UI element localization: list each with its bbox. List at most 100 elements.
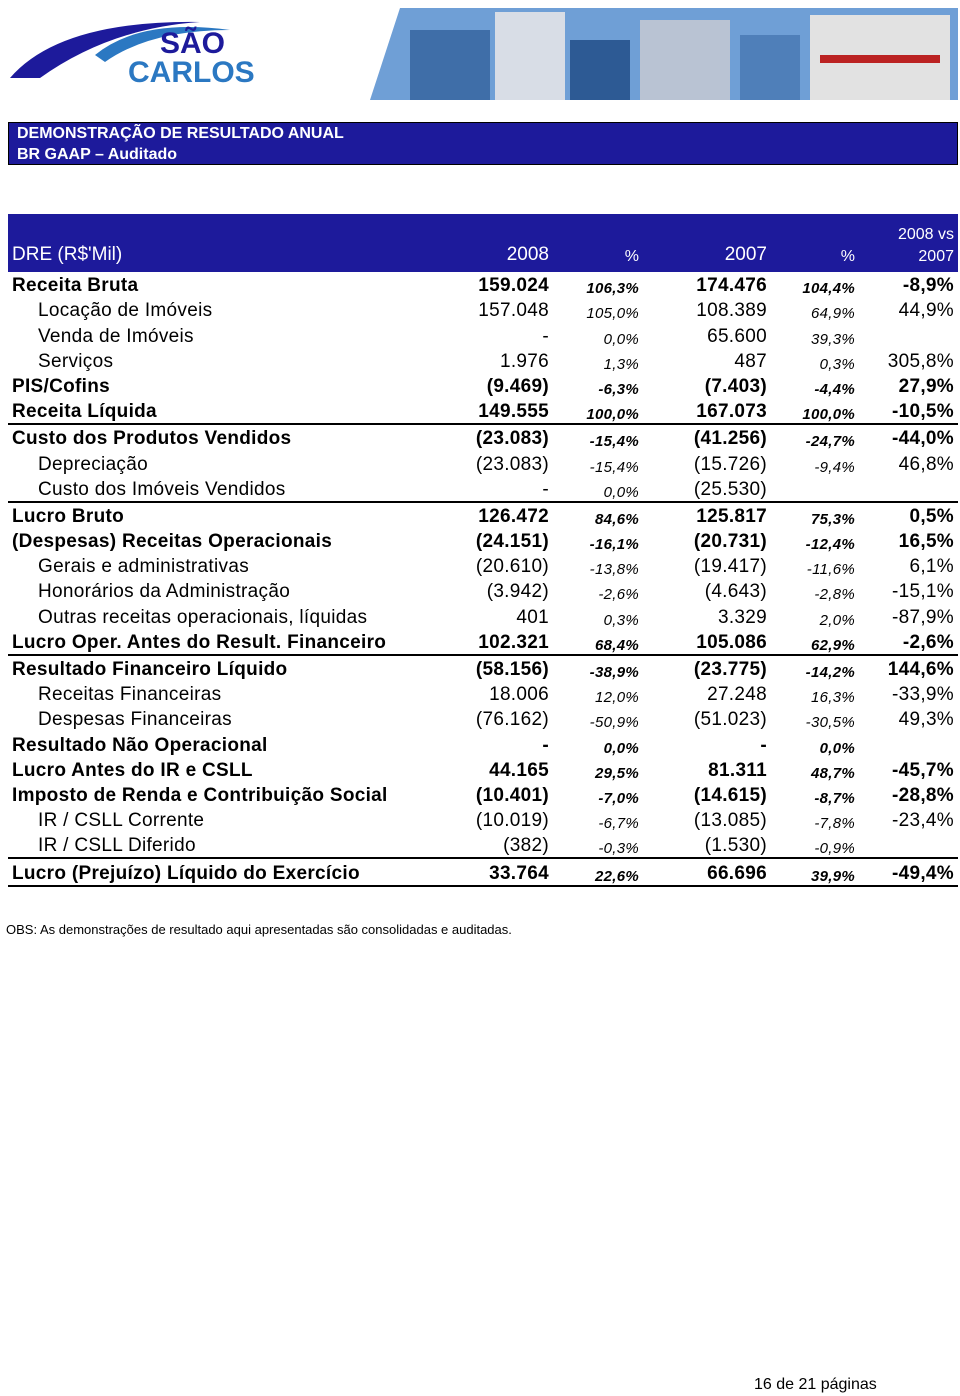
cell: -7,0% <box>598 789 639 807</box>
cell: -4,4% <box>814 380 855 398</box>
table-row: Custo dos Produtos Vendidos (23.083) -15,4… <box>8 424 958 450</box>
dre-table: DRE (R$'Mil) 2008% 2007% 2008 vs 2007 Recei… <box>8 214 958 887</box>
row-label: Lucro (Prejuízo) Líquido do Exercício <box>8 858 468 887</box>
cell: (58.156) <box>475 659 549 680</box>
cell: 487 <box>734 350 767 372</box>
row-label: Lucro Antes do IR e CSLL <box>12 759 253 781</box>
cell: (13.085) <box>693 810 767 832</box>
cell: -15,4% <box>589 458 639 476</box>
header-cell: % <box>771 214 859 272</box>
table-row: Lucro Oper. Antes do Result. Financeiro 1… <box>8 628 958 656</box>
cell: (14.615) <box>693 784 767 806</box>
cell: (20.731) <box>693 531 767 553</box>
row-label: Locação de Imóveis <box>38 300 213 322</box>
cell: -28,8% <box>891 784 954 806</box>
cell <box>859 832 958 860</box>
logo-text: SÃO <box>160 26 225 60</box>
row-label: Gerais e administrativas <box>38 556 249 578</box>
table-row: Despesas Financeiras (76.162) -50,9% (51.02… <box>8 706 958 731</box>
table-row: PIS/Cofins (9.469) -6,3% (7.403) -4,4% 27,9% <box>8 373 958 398</box>
note: OBS: As demonstrações de resultado aqui … <box>6 922 512 937</box>
cell: -6,3% <box>598 380 639 398</box>
cell: 12,0% <box>594 689 639 707</box>
table-row: Outras receitas operacionais, líquidas 40… <box>8 603 958 629</box>
cell: 106,3% <box>586 280 639 298</box>
cell: -38,9% <box>589 664 639 681</box>
cell: (9.469) <box>486 375 549 397</box>
cell: 105,0% <box>586 305 639 323</box>
table-row: Resultado Não Operacional - 0,0% - 0,0% <box>8 731 958 757</box>
row-label: Venda de Imóveis <box>38 325 194 347</box>
cell: 33.764 <box>468 858 553 887</box>
cell: (19.417) <box>693 556 767 578</box>
table-row: Depreciação (23.083) -15,4% (15.726) -9,4% 46… <box>8 450 958 476</box>
row-label: Depreciação <box>38 453 148 475</box>
cell: -12,4% <box>805 536 855 554</box>
table-body: Receita Bruta 159.024 106,3% 174.476 104,4% -… <box>8 272 958 887</box>
cell: 84,6% <box>594 510 639 528</box>
cell: 68,4% <box>553 628 643 656</box>
banner: DEMONSTRAÇÃO DE RESULTADO ANUAL BR GAAP … <box>8 122 958 165</box>
page-number: 16 de 21 páginas <box>754 1376 877 1393</box>
table-row: Receita Bruta 159.024 106,3% 174.476 104,4% -… <box>8 272 958 297</box>
cell: 39,9% <box>771 858 859 887</box>
row-label: Imposto de Renda e Contribuição Social <box>12 784 388 806</box>
cell: 44,9% <box>898 300 954 322</box>
cell: (15.726) <box>693 453 767 475</box>
row-label: Despesas Financeiras <box>38 709 232 731</box>
row-label: IR / CSLL Diferido <box>8 832 468 860</box>
row-label: Resultado Financeiro Líquido <box>12 659 288 680</box>
row-label: Resultado Não Operacional <box>12 734 268 756</box>
cell: 6,1% <box>909 556 954 578</box>
table-row: IR / CSLL Diferido (382) -0,3% (1.530) -0,9% <box>8 832 958 860</box>
row-label: PIS/Cofins <box>12 375 111 397</box>
cell: -33,9% <box>891 684 954 706</box>
cell: (4.643) <box>704 581 767 603</box>
header-cell: 2007 <box>643 214 771 272</box>
cell: -7,8% <box>814 815 855 833</box>
cell: -16,1% <box>589 536 639 554</box>
cell: 27.248 <box>707 684 767 706</box>
cell: -50,9% <box>589 714 639 732</box>
logo-swoosh <box>95 27 230 62</box>
cell: -23,4% <box>891 810 954 832</box>
cell: 29,5% <box>594 764 639 782</box>
cell: -15,4% <box>589 433 639 451</box>
row-label: Honorários da Administração <box>38 581 291 603</box>
cell: (3.942) <box>486 581 549 603</box>
cell: 75,3% <box>810 510 855 528</box>
table-row: Lucro Bruto 126.472 84,6% 125.817 75,3% 0,5% <box>8 502 958 528</box>
cell: 305,8% <box>887 350 954 372</box>
cell: 2,0% <box>819 611 855 629</box>
cell: (24.151) <box>475 531 549 553</box>
table-row: Receita Líquida 149.555 100,0% 167.073 100,0… <box>8 397 958 426</box>
table-row: Honorários da Administração (3.942) -2,6% (… <box>8 578 958 603</box>
header-cell: 2008 vs 2007 <box>859 214 958 272</box>
cell: -30,5% <box>805 714 855 732</box>
cell: 100,0% <box>553 397 643 426</box>
cell: 46,8% <box>898 453 954 475</box>
cell: -0,9% <box>771 832 859 860</box>
cell <box>771 475 859 503</box>
cell: (20.610) <box>475 556 549 578</box>
cell: -44,0% <box>891 428 954 450</box>
cell: (23.083) <box>475 428 549 450</box>
cell: 48,7% <box>810 764 855 782</box>
logo-text: CARLOS <box>128 56 255 89</box>
cell: (7.403) <box>704 375 767 397</box>
cell: 49,3% <box>898 709 954 731</box>
cell: - <box>542 734 549 756</box>
table-row: Lucro Antes do IR e CSLL 44.165 29,5% 81.31… <box>8 757 958 782</box>
cell: -2,8% <box>814 586 855 604</box>
row-label: Receita Líquida <box>8 397 468 426</box>
cell: 167.073 <box>643 397 771 426</box>
cell: 144,6% <box>887 659 954 680</box>
logo-swoosh <box>10 21 200 78</box>
cell: 65.600 <box>707 325 767 347</box>
row-label: Custo dos Imóveis Vendidos <box>8 475 468 503</box>
table-row: IR / CSLL Corrente (10.019) -6,7% (13.085) -… <box>8 807 958 832</box>
row-label: Lucro Oper. Antes do Result. Financeiro <box>8 628 468 656</box>
cell: 126.472 <box>478 505 549 527</box>
row-label: Serviços <box>38 350 114 372</box>
